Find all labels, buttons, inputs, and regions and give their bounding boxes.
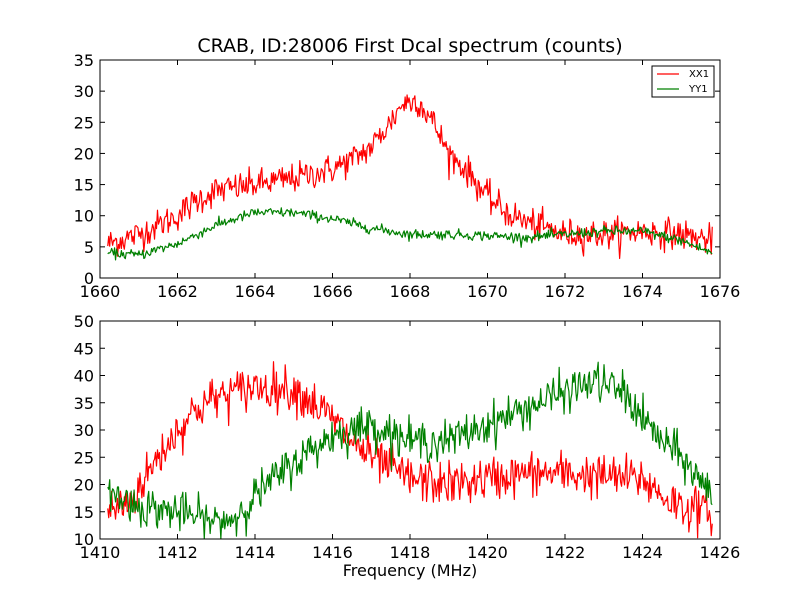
top-y-tick-label: 25 [74, 113, 94, 132]
bottom-x-tick-label: 1418 [390, 543, 431, 562]
legend-box [651, 65, 715, 98]
bottom-panel: 1410 1412 1414 1416 1418 1420 1422 1424 1426 10 15… [74, 312, 741, 580]
bottom-y-tick-label: 45 [74, 339, 94, 358]
bottom-panel-series [107, 361, 713, 540]
top-y-tick-label: 5 [84, 238, 94, 257]
bottom-y-tick-label: 15 [74, 503, 94, 522]
bottom-y-tick-label: 20 [74, 476, 94, 495]
top-panel-series [107, 94, 713, 261]
top-y-tick-label: 15 [74, 176, 94, 195]
top-x-tick-label: 1660 [80, 282, 121, 301]
bottom-x-tick-label: 1412 [157, 543, 198, 562]
bottom-panel-ticks: 1410 1412 1414 1416 1418 1420 1422 1424 1426 10 15… [74, 312, 741, 562]
top-y-tick-label: 30 [74, 82, 94, 101]
top-y-tick-label: 0 [84, 269, 94, 288]
bottom-y-tick-label: 40 [74, 367, 94, 386]
top-x-tick-label: 1674 [622, 282, 663, 301]
top-panel: CRAB, ID:28006 First Dcal spectrum (coun… [74, 35, 741, 301]
top-y-tick-label: 35 [74, 51, 94, 70]
chart-title: CRAB, ID:28006 First Dcal spectrum (coun… [197, 35, 622, 57]
legend-label-xx1: XX1 [689, 69, 709, 80]
bottom-y-tick-label: 30 [74, 421, 94, 440]
top-x-tick-label: 1666 [312, 282, 353, 301]
legend: XX1 YY1 [651, 65, 715, 98]
top-x-tick-label: 1676 [700, 282, 741, 301]
bottom-x-tick-label: 1410 [80, 543, 121, 562]
bottom-x-tick-label: 1424 [622, 543, 663, 562]
top-x-tick-label: 1662 [157, 282, 198, 301]
top-x-tick-label: 1672 [545, 282, 586, 301]
top-y-tick-label: 10 [74, 207, 94, 226]
bottom-y-tick-label: 50 [74, 312, 94, 331]
top-panel-ticks: 1660 1662 1664 1666 1668 1670 1672 1674 1676 0 5 10… [74, 51, 741, 301]
bottom-x-tick-label: 1420 [467, 543, 508, 562]
bottom-series-yy1-line [107, 361, 713, 540]
bottom-y-tick-label: 35 [74, 394, 94, 413]
top-y-tick-label: 20 [74, 144, 94, 163]
top-x-tick-label: 1670 [467, 282, 508, 301]
bottom-x-tick-label: 1422 [545, 543, 586, 562]
bottom-series-xx1-line [107, 361, 713, 539]
top-series-yy1-line [107, 207, 713, 261]
bottom-x-tick-label: 1414 [235, 543, 276, 562]
bottom-x-tick-label: 1426 [700, 543, 741, 562]
bottom-y-tick-label: 25 [74, 448, 94, 467]
legend-label-yy1: YY1 [688, 84, 708, 95]
x-axis-title: Frequency (MHz) [343, 561, 477, 580]
top-x-tick-label: 1668 [390, 282, 431, 301]
bottom-x-tick-label: 1416 [312, 543, 353, 562]
bottom-y-tick-label: 10 [74, 530, 94, 549]
top-x-tick-label: 1664 [235, 282, 276, 301]
